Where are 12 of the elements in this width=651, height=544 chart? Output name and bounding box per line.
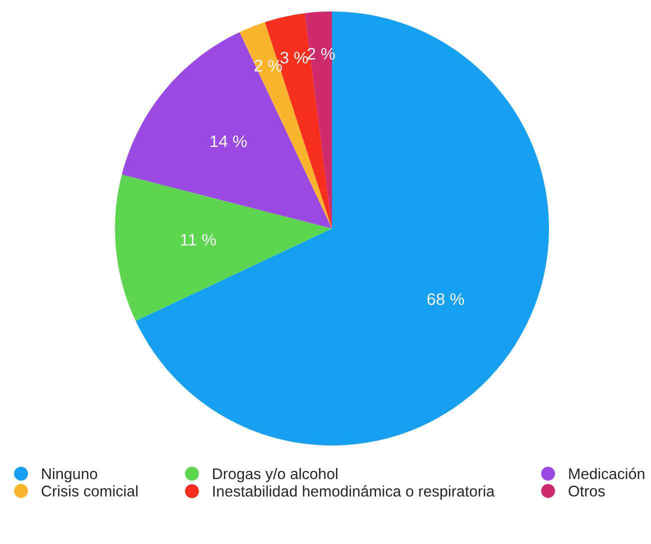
legend-label: Inestabilidad hemodinámica o respiratoria: [213, 485, 495, 500]
pie-slice: [115, 174, 332, 321]
data-label: 3 %: [280, 52, 308, 64]
data-label: 68 %: [427, 293, 464, 306]
legend-label: Drogas y/o alcohol: [213, 468, 338, 482]
data-label: 14 %: [210, 135, 247, 148]
data-label: 11 %: [180, 234, 216, 246]
legend-label: Crisis comicial: [42, 485, 138, 496]
legend-label: Otros: [568, 486, 605, 496]
legend-label: Ninguno: [42, 468, 98, 482]
legend-label: Medicación: [569, 468, 644, 480]
pie-slice: [136, 11, 549, 446]
